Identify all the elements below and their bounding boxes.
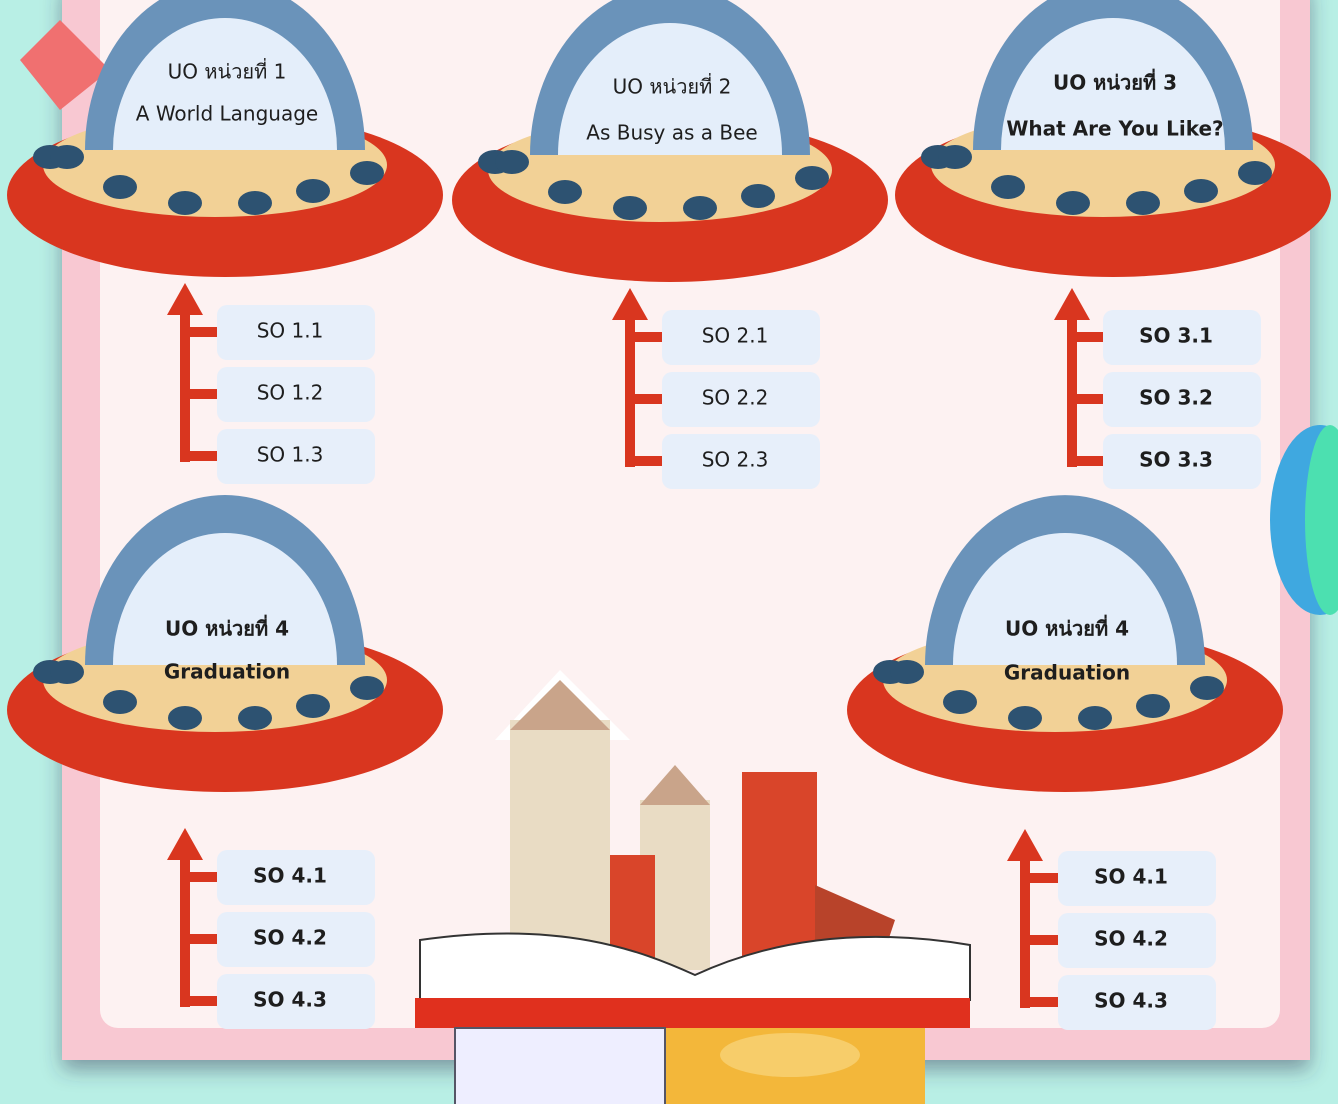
saucer-light — [795, 166, 829, 190]
unit-subtitle: As Busy as a Bee — [586, 121, 757, 145]
so-label: SO 4.2 — [253, 926, 327, 950]
saucer-light — [890, 660, 924, 684]
saucer-light — [1008, 706, 1042, 730]
so-label: SO 2.3 — [702, 448, 769, 472]
unit-title: UO หน่วยที่ 4 — [165, 614, 289, 641]
saucer-light — [1190, 676, 1224, 700]
so-label: SO 4.3 — [1094, 989, 1168, 1013]
so-label: SO 3.1 — [1139, 324, 1213, 348]
saucer-light — [1056, 191, 1090, 215]
saucer-light — [50, 145, 84, 169]
saucer-light — [103, 690, 137, 714]
diagram: UO หน่วยที่ 1 A World Language SO 1.1 SO 1.… — [0, 0, 1338, 1104]
saucer-light — [168, 706, 202, 730]
saucer-light — [296, 694, 330, 718]
saucer-light — [1184, 179, 1218, 203]
so-label: SO 4.3 — [253, 988, 327, 1012]
unit-subtitle: A World Language — [136, 102, 318, 126]
unit-subtitle: What Are You Like? — [1006, 117, 1223, 141]
so-label: SO 3.3 — [1139, 448, 1213, 472]
saucer-light — [238, 706, 272, 730]
unit-title: UO หน่วยที่ 1 — [168, 58, 287, 84]
saucer-light — [938, 145, 972, 169]
unit-title: UO หน่วยที่ 2 — [613, 73, 732, 99]
saucer-light — [1126, 191, 1160, 215]
so-label: SO 2.2 — [702, 386, 769, 410]
page: UO หน่วยที่ 1 A World Language SO 1.1 SO 1.… — [0, 0, 1338, 1104]
saucer-light — [683, 196, 717, 220]
saucer-light — [168, 191, 202, 215]
unit-title: UO หน่วยที่ 3 — [1053, 68, 1177, 95]
saucer-light — [1238, 161, 1272, 185]
saucer-light — [548, 180, 582, 204]
unit-subtitle: Graduation — [164, 660, 290, 684]
saucer-light — [1136, 694, 1170, 718]
saucer-light — [991, 175, 1025, 199]
saucer-light — [1078, 706, 1112, 730]
saucer-light — [296, 179, 330, 203]
saucer-light — [50, 660, 84, 684]
saucer-light — [350, 161, 384, 185]
saucer-light — [943, 690, 977, 714]
so-label: SO 2.1 — [702, 324, 769, 348]
so-label: SO 1.2 — [257, 381, 324, 405]
saucer-light — [238, 191, 272, 215]
so-label: SO 4.1 — [1094, 865, 1168, 889]
saucer-light — [613, 196, 647, 220]
saucer-light — [103, 175, 137, 199]
so-label: SO 3.2 — [1139, 386, 1213, 410]
saucer-light — [741, 184, 775, 208]
so-label: SO 1.1 — [257, 319, 324, 343]
so-label: SO 1.3 — [257, 443, 324, 467]
unit-title: UO หน่วยที่ 4 — [1005, 614, 1129, 641]
so-label: SO 4.2 — [1094, 927, 1168, 951]
saucer-light — [350, 676, 384, 700]
unit-subtitle: Graduation — [1004, 661, 1130, 685]
so-label: SO 4.1 — [253, 864, 327, 888]
saucer-light — [495, 150, 529, 174]
